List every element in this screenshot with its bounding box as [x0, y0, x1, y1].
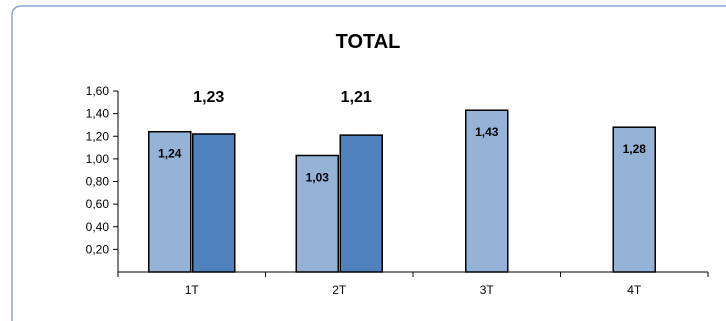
bar-series1 — [465, 109, 509, 273]
bar-series2 — [339, 134, 383, 273]
data-label-series1: 1,24 — [158, 147, 182, 161]
y-tick-label: 1,40 — [86, 107, 110, 121]
bars — [148, 109, 656, 273]
data-label-series1: 1,03 — [306, 170, 330, 184]
data-label-series2: 1,21 — [341, 89, 372, 106]
data-label-series2: 1,23 — [193, 89, 224, 106]
x-tick-label: 1T — [185, 283, 200, 297]
x-tick-label: 4T — [627, 283, 642, 297]
chart-title: TOTAL — [336, 31, 401, 53]
chart-border — [11, 5, 726, 321]
y-tick-label: 1,20 — [86, 129, 110, 143]
y-tick-label: 0,60 — [86, 197, 110, 211]
x-tick-label: 2T — [332, 283, 347, 297]
y-tick-label: 0,40 — [86, 220, 110, 234]
data-labels: 1,24 1,23 1,03 1,21 1,43 1,28 — [158, 89, 646, 184]
y-tick-label: 1,00 — [86, 152, 110, 166]
y-tick-label: 0,80 — [86, 175, 110, 189]
bar-series1 — [295, 154, 339, 273]
data-label-series1: 1,28 — [623, 142, 647, 156]
x-axis: 1T 2T 3T 4T — [117, 271, 709, 297]
y-tick-label: 0,20 — [86, 242, 110, 256]
y-tick-label: 1,60 — [86, 84, 110, 98]
data-label-series1: 1,43 — [475, 125, 499, 139]
x-tick-label: 3T — [480, 283, 495, 297]
bar-series2 — [192, 133, 236, 273]
bar-series1 — [148, 130, 192, 273]
y-axis: 0,20 0,40 0,60 0,80 1,00 1,20 1,40 1,60 — [86, 84, 119, 272]
bar-series1 — [612, 126, 656, 273]
